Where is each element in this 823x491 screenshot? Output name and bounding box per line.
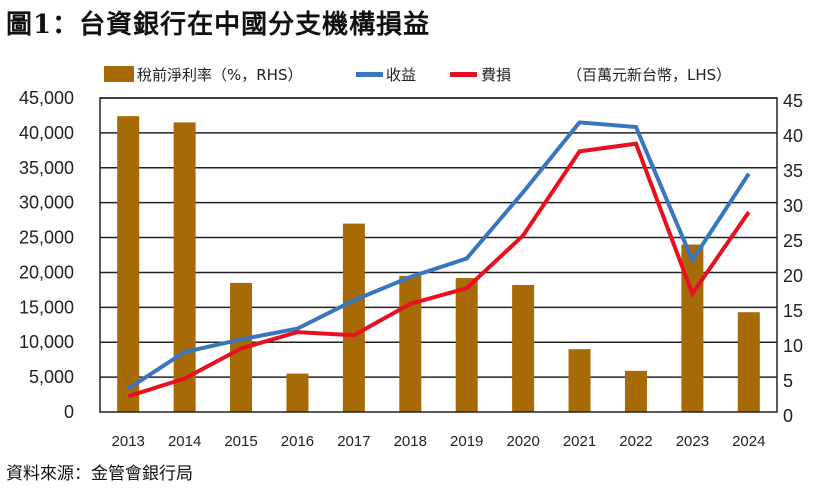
bar-2019 <box>455 278 478 412</box>
right-tick-label: 15 <box>783 301 803 321</box>
bar-series <box>117 116 760 413</box>
right-tick-label: 25 <box>783 231 803 251</box>
legend-swatch-revenue <box>356 72 383 77</box>
x-tick-label: 2022 <box>619 433 652 450</box>
legend-swatch-expense <box>450 72 477 77</box>
legend-swatch-bar <box>104 66 134 82</box>
x-axis-ticks: 2013 2014 2015 2016 2017 2018 2019 2020 2021 2022… <box>112 433 766 450</box>
line-revenue <box>127 120 751 391</box>
left-tick-label: 30,000 <box>19 193 74 213</box>
x-tick-label: 2023 <box>676 433 709 450</box>
left-tick-label: 35,000 <box>19 158 74 178</box>
right-tick-label: 20 <box>783 266 803 286</box>
x-tick-label: 2014 <box>168 433 201 450</box>
legend: 稅前淨利率（%，RHS） 收益 費損 （百萬元新台幣，LHS） <box>104 66 731 84</box>
right-tick-label: 5 <box>783 371 793 391</box>
left-tick-label: 10,000 <box>19 332 74 352</box>
x-tick-label: 2018 <box>394 433 427 450</box>
right-tick-label: 30 <box>783 196 803 216</box>
unit-note: （百萬元新台幣，LHS） <box>567 66 731 84</box>
bar-2014 <box>173 122 196 412</box>
legend-label-revenue: 收益 <box>386 66 416 84</box>
left-tick-label: 25,000 <box>19 228 74 248</box>
legend-label-expense: 費損 <box>481 66 511 84</box>
chart-title: 圖1：台資銀行在中國分支機構損益 <box>6 10 431 40</box>
gridlines <box>100 97 777 378</box>
bar-2013 <box>117 116 140 413</box>
x-tick-label: 2019 <box>450 433 483 450</box>
right-tick-label: 45 <box>783 91 803 111</box>
axes <box>99 97 778 413</box>
plot-frame <box>99 97 778 413</box>
left-tick-label: 40,000 <box>19 123 74 143</box>
left-tick-label: 0 <box>64 402 74 422</box>
bar-2020 <box>512 285 535 412</box>
x-tick-label: 2024 <box>732 433 765 450</box>
source-note: 資料來源：金管會銀行局 <box>6 464 193 484</box>
right-tick-label: 0 <box>783 406 793 426</box>
bar-2016 <box>286 373 309 412</box>
x-tick-label: 2020 <box>506 433 539 450</box>
bar-2024 <box>737 312 760 412</box>
line-series <box>127 120 751 399</box>
left-tick-label: 5,000 <box>29 367 74 387</box>
right-tick-label: 35 <box>783 161 803 181</box>
left-axis-ticks: 0 5,000 10,000 15,000 20,000 25,000 30,000 35,0… <box>19 88 74 422</box>
left-tick-label: 15,000 <box>19 297 74 317</box>
right-tick-label: 40 <box>783 126 803 146</box>
x-tick-label: 2016 <box>281 433 314 450</box>
right-tick-label: 10 <box>783 336 803 356</box>
bar-2017 <box>342 223 365 412</box>
bar-2022 <box>624 370 647 412</box>
x-tick-label: 2015 <box>224 433 257 450</box>
x-tick-label: 2021 <box>563 433 596 450</box>
line-expense <box>127 141 751 399</box>
bar-2018 <box>399 275 422 412</box>
x-tick-label: 2013 <box>112 433 145 450</box>
x-tick-label: 2017 <box>337 433 370 450</box>
left-tick-label: 20,000 <box>19 262 74 282</box>
left-tick-label: 45,000 <box>19 88 74 108</box>
legend-label-bar: 稅前淨利率（%，RHS） <box>137 66 302 84</box>
right-axis-ticks: 0 5 10 15 20 25 30 35 40 45 <box>783 91 803 426</box>
bar-2021 <box>568 349 591 412</box>
